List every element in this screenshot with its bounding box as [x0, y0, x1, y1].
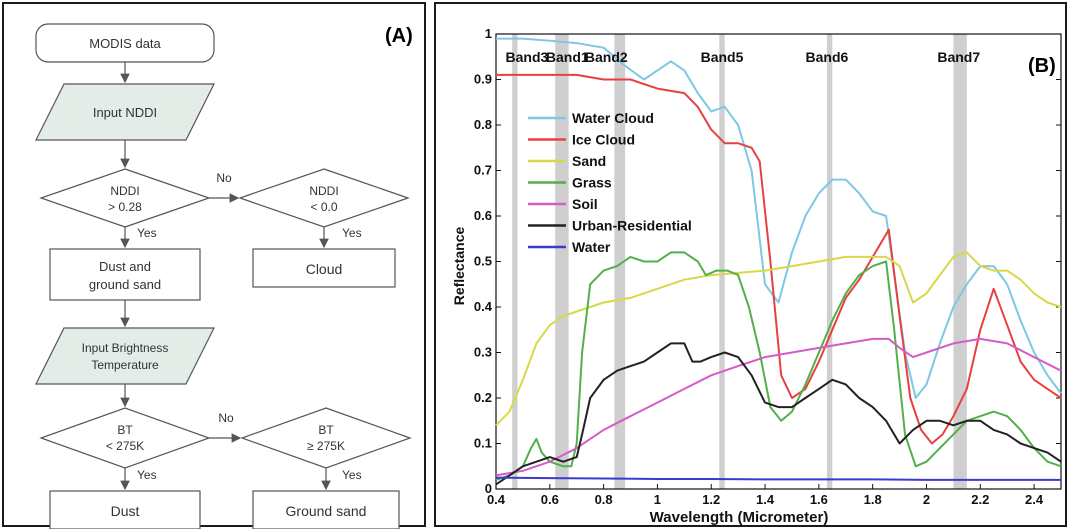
band-label-band6: Band6 — [806, 49, 849, 65]
legend-label-soil: Soil — [572, 196, 598, 212]
dust-ground-sand-node — [49, 248, 201, 301]
band-shade-band3 — [512, 34, 518, 489]
y-tick-label: 0.6 — [474, 208, 492, 223]
series-layer — [495, 37, 1062, 486]
x-tick-label: 2.2 — [971, 492, 989, 507]
series-line-water — [495, 476, 1061, 481]
band-shade-band2 — [614, 34, 626, 489]
y-tick-label: 0.2 — [474, 390, 492, 405]
input-nddi-node — [35, 83, 215, 141]
x-tick-label: 2.4 — [1025, 492, 1044, 507]
decision-nddi-lt-line2: < 0.0 — [310, 200, 337, 214]
y-tick-label: 0 — [485, 481, 492, 496]
modis-data-text: MODIS data — [89, 36, 161, 51]
legend-label-grass: Grass — [572, 175, 612, 191]
band-label-band3: Band3 — [506, 49, 549, 65]
x-tick-label: 1 — [654, 492, 661, 507]
legend-label-water: Water — [572, 239, 611, 255]
edge-yes-3-label: Yes — [137, 468, 157, 482]
band-label-band5: Band5 — [701, 49, 744, 65]
panel-a-label: (A) — [385, 25, 413, 47]
decision-bt-lt — [39, 407, 211, 469]
decision-bt-lt-line2: < 275K — [106, 439, 144, 453]
dust-node — [49, 490, 201, 529]
legend: Water Cloud Ice Cloud Sand Grass Soil Urban-R… — [528, 110, 692, 255]
ground-sand-node — [252, 490, 400, 529]
flowchart-svg: (A) MODIS data Input NDDI NDDI > 0.28 No… — [35, 23, 413, 529]
legend-label-ice-cloud: Ice Cloud — [572, 132, 635, 148]
ground-sand-text: Ground sand — [286, 503, 367, 519]
x-tick-label: 2 — [923, 492, 930, 507]
x-tick-label: 1.4 — [756, 492, 775, 507]
edge-yes-1-label: Yes — [137, 226, 157, 240]
dust-ground-sand-line2: ground sand — [89, 277, 161, 292]
decision-nddi-lt — [238, 168, 410, 228]
band-label-band1: Band1 — [546, 49, 589, 65]
input-bt-node — [35, 327, 215, 385]
edge-yes-2-label: Yes — [342, 226, 362, 240]
cloud-text: Cloud — [306, 261, 343, 277]
series-line-soil — [495, 337, 1062, 477]
x-tick-label: 0.4 — [487, 492, 506, 507]
y-tick-label: 0.1 — [474, 436, 492, 451]
decision-bt-ge-line1: BT — [318, 423, 334, 437]
input-bt-line2: Temperature — [91, 358, 159, 372]
band-label-band2: Band2 — [585, 49, 628, 65]
series-line-grass — [495, 251, 1062, 481]
bands-layer — [512, 34, 967, 489]
y-tick-label: 0.8 — [474, 117, 492, 132]
series-line-sand — [495, 251, 1062, 427]
x-tick-label: 1.2 — [702, 492, 720, 507]
axes-layer: 0.4 0.6 0.8 1 1.2 1.4 1.6 1.8 2 2.2 2.4 0 0.1 0.2 0.3 0… — [474, 26, 1062, 507]
y-axis-label: Reflectance — [451, 226, 467, 305]
y-tick-label: 0.3 — [474, 345, 492, 360]
y-tick-label: 1 — [485, 26, 492, 41]
decision-bt-lt-line1: BT — [117, 423, 133, 437]
edge-no-2-label: No — [218, 411, 234, 425]
band-shade-band5 — [719, 34, 725, 489]
x-tick-label: 1.6 — [810, 492, 828, 507]
y-tick-label: 0.7 — [474, 163, 492, 178]
x-tick-label: 0.6 — [541, 492, 559, 507]
series-line-water-cloud — [496, 37, 1062, 399]
edge-yes-4-label: Yes — [342, 468, 362, 482]
band-shade-band7 — [953, 34, 967, 489]
x-axis-label: Wavelength (Micrometer) — [650, 509, 829, 526]
x-tick-label: 0.8 — [595, 492, 613, 507]
dust-text: Dust — [111, 503, 140, 519]
y-tick-label: 0.4 — [474, 299, 493, 314]
edge-no-1-label: No — [216, 171, 232, 185]
legend-label-sand: Sand — [572, 153, 606, 169]
input-bt-line1: Input Brightness — [82, 341, 169, 355]
flowchart-panel: (A) MODIS data Input NDDI NDDI > 0.28 No… — [2, 2, 426, 529]
legend-label-urban-residential: Urban-Residential — [572, 218, 692, 234]
series-line-urban-residential — [495, 342, 1062, 486]
y-tick-label: 0.9 — [474, 72, 492, 87]
dust-ground-sand-line1: Dust and — [99, 259, 151, 274]
decision-bt-ge-line2: ≥ 275K — [307, 439, 345, 453]
x-tick-label: 1.8 — [864, 492, 882, 507]
spectral-chart-panel: 0.4 0.6 0.8 1 1.2 1.4 1.6 1.8 2 2.2 2.4 0 0.1 0.2 0.3 0… — [434, 2, 1067, 527]
band-label-band7: Band7 — [937, 49, 980, 65]
input-nddi-text: Input NDDI — [93, 105, 157, 120]
decision-nddi-lt-line1: NDDI — [309, 184, 338, 198]
series-line-ice-cloud — [496, 73, 1062, 445]
cloud-node — [252, 248, 396, 288]
decision-nddi-gt-line1: NDDI — [110, 184, 139, 198]
decision-nddi-gt — [39, 168, 211, 228]
spectral-chart-svg: 0.4 0.6 0.8 1 1.2 1.4 1.6 1.8 2 2.2 2.4 0 0.1 0.2 0.3 0… — [451, 26, 1062, 526]
legend-label-water-cloud: Water Cloud — [572, 110, 654, 126]
band-shade-band1 — [555, 34, 569, 489]
y-tick-label: 0.5 — [474, 254, 492, 269]
decision-nddi-gt-line2: > 0.28 — [108, 200, 142, 214]
decision-bt-ge — [240, 407, 412, 469]
band-shade-band6 — [826, 34, 833, 489]
panel-b-label: (B) — [1028, 55, 1056, 77]
